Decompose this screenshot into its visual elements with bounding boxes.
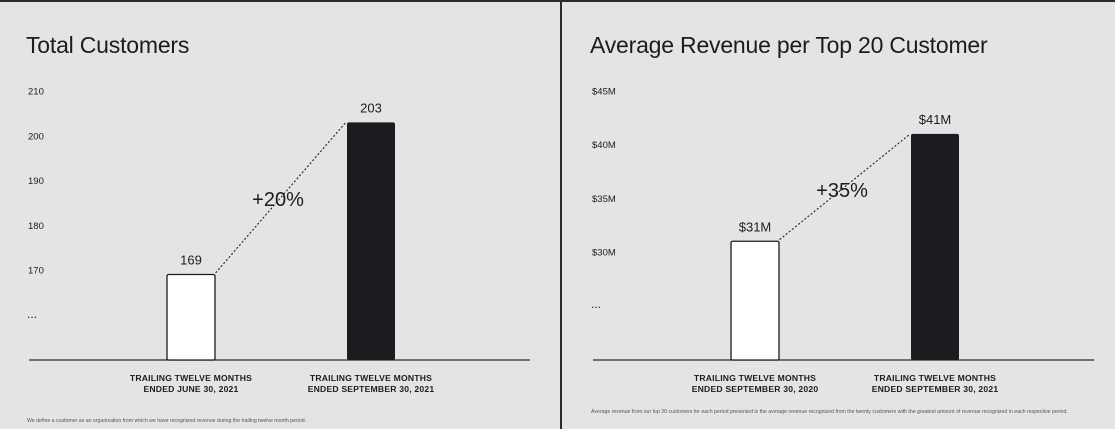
y-tick-label: $30M bbox=[592, 248, 616, 259]
axis-break-ellipsis: ... bbox=[591, 297, 601, 311]
bar-outline bbox=[730, 240, 780, 361]
x-category-label: ENDED JUNE 30, 2021 bbox=[143, 384, 238, 394]
bar-filled bbox=[347, 122, 395, 360]
total-customers-panel: Total Customers 170 180 190 200 210... 169 TRA… bbox=[26, 32, 530, 424]
growth-connector-line bbox=[215, 122, 346, 274]
footnote: Average revenue from our top 20 customer… bbox=[591, 409, 1068, 415]
y-tick-label: $35M bbox=[592, 194, 616, 205]
y-tick-label: 210 bbox=[28, 87, 44, 98]
y-tick-label: $45M bbox=[592, 87, 616, 98]
data-label: $41M bbox=[919, 112, 952, 127]
x-category-label: ENDED SEPTEMBER 30, 2020 bbox=[692, 384, 819, 394]
y-tick-label: 180 bbox=[28, 221, 44, 232]
total-customers-chart: 170 180 190 200 210... 169 TRAILING TWELVE MON… bbox=[27, 87, 530, 394]
x-category-label: TRAILING TWELVE MONTHS bbox=[694, 373, 816, 383]
y-tick-label: $40M bbox=[592, 140, 616, 151]
top-border bbox=[0, 0, 1115, 2]
x-category-label: TRAILING TWELVE MONTHS bbox=[874, 373, 996, 383]
x-category-label: TRAILING TWELVE MONTHS bbox=[130, 373, 252, 383]
bar-outline bbox=[166, 273, 216, 361]
chart-title: Total Customers bbox=[26, 32, 190, 58]
avg-revenue-panel: Average Revenue per Top 20 Customer $30M… bbox=[562, 0, 1115, 429]
x-category-label: ENDED SEPTEMBER 30, 2021 bbox=[308, 384, 435, 394]
y-tick-label: 170 bbox=[28, 266, 44, 277]
y-tick-label: 200 bbox=[28, 131, 44, 142]
footnote: We define a customer as an organization … bbox=[27, 418, 307, 424]
data-label: $31M bbox=[739, 219, 772, 234]
avg-revenue-chart: $30M $35M $40M $45M... $31M TRAILING TWELVE M… bbox=[591, 87, 1094, 394]
x-category-label: ENDED SEPTEMBER 30, 2021 bbox=[872, 384, 999, 394]
panel-divider bbox=[560, 0, 562, 429]
chart-title: Average Revenue per Top 20 Customer bbox=[590, 32, 988, 58]
y-tick-label: 190 bbox=[28, 176, 44, 187]
axis-break-ellipsis: ... bbox=[27, 307, 37, 321]
growth-percentage-label: +20% bbox=[252, 189, 304, 211]
x-category-label: TRAILING TWELVE MONTHS bbox=[310, 373, 432, 383]
growth-percentage-label: +35% bbox=[816, 180, 868, 202]
data-label: 169 bbox=[180, 252, 202, 267]
bar-filled bbox=[911, 133, 959, 360]
data-label: 203 bbox=[360, 100, 382, 115]
growth-connector-line bbox=[779, 134, 910, 240]
